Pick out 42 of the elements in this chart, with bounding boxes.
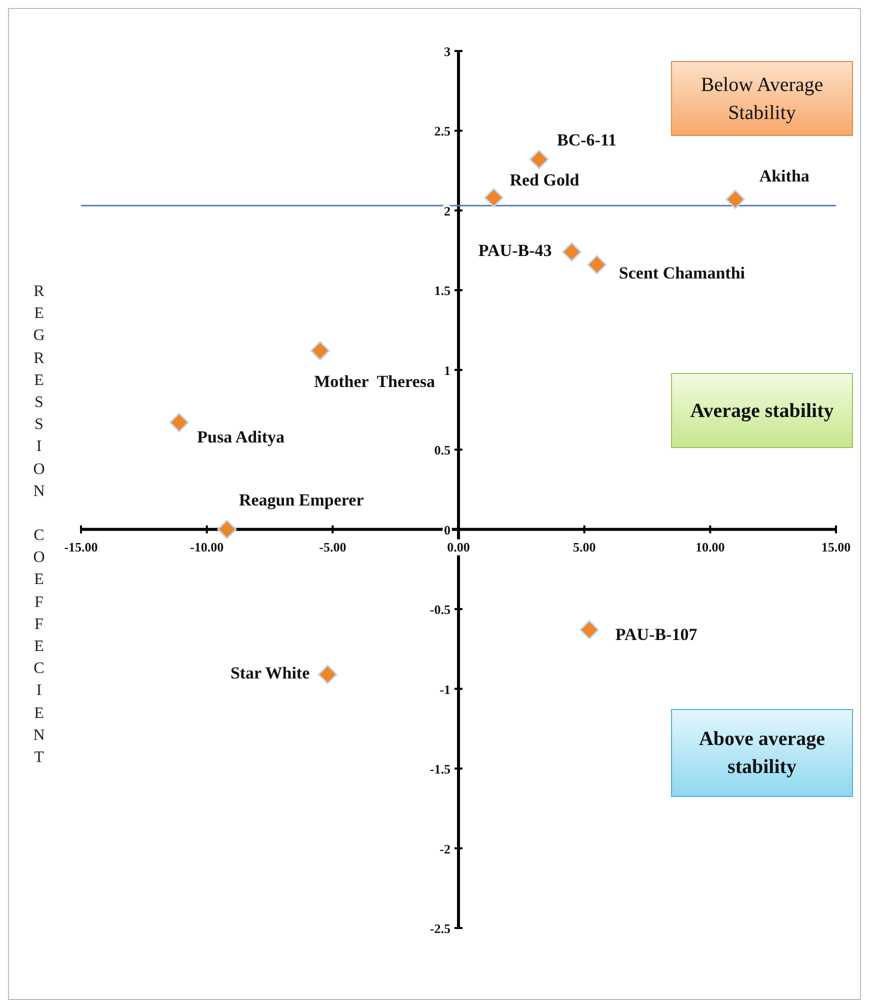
y-tick-label: -2 bbox=[440, 841, 450, 856]
x-tick-label: 10.00 bbox=[696, 539, 725, 554]
series-label: Red Gold bbox=[510, 170, 580, 190]
point bbox=[562, 242, 582, 262]
series-label: BC-6-11 bbox=[557, 130, 617, 150]
point bbox=[217, 520, 237, 540]
series-label: Scent Chamanthi bbox=[618, 264, 746, 283]
x-tick-label: 5.00 bbox=[572, 539, 596, 554]
note-box: Average stability bbox=[671, 373, 853, 448]
series-label: Star White bbox=[230, 663, 310, 682]
y-tick-label: 1.5 bbox=[434, 283, 451, 298]
note-box: Below Average Stability bbox=[671, 61, 853, 136]
y-tick-label: -1.5 bbox=[430, 762, 451, 777]
point bbox=[726, 190, 746, 210]
point bbox=[587, 254, 607, 274]
series-label: Reagun Emperer bbox=[238, 490, 364, 510]
y-tick-label: -1 bbox=[440, 682, 450, 697]
series-label: Pusa Aditya bbox=[197, 428, 286, 447]
point bbox=[529, 150, 549, 170]
y-tick-label: 3 bbox=[444, 44, 451, 59]
point bbox=[580, 620, 600, 640]
y-tick-label: -0.5 bbox=[430, 602, 451, 618]
x-tick-label: -15.00 bbox=[64, 539, 98, 554]
series-label: Akitha bbox=[759, 166, 810, 186]
point bbox=[318, 664, 338, 684]
y-tick-label: 2.5 bbox=[434, 124, 451, 139]
series-label: Mother Theresa bbox=[314, 372, 436, 391]
x-tick-label: 15.00 bbox=[821, 539, 851, 554]
y-tick-label: -2.5 bbox=[430, 921, 451, 936]
y-tick-label: 2 bbox=[444, 203, 450, 218]
point bbox=[169, 412, 189, 432]
y-tick-label: 1 bbox=[444, 362, 450, 378]
x-tick-label: -5.00 bbox=[319, 539, 346, 554]
x-tick-label: 0.00 bbox=[447, 539, 470, 554]
point bbox=[310, 341, 330, 361]
note-box: Above average stability bbox=[671, 709, 853, 797]
x-tick-label: -10.00 bbox=[190, 539, 224, 554]
text: REGRESSION COEFFECIENT bbox=[33, 283, 45, 766]
series-label: PAU-B-43 bbox=[478, 240, 552, 260]
series-label: PAU-B-107 bbox=[615, 624, 698, 644]
point bbox=[484, 188, 504, 208]
y-tick-label: 0.5 bbox=[434, 442, 451, 458]
